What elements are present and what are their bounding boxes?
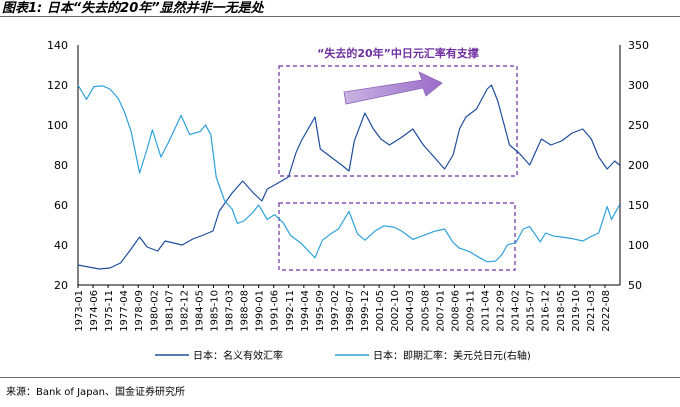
x-tick-label: 2016-12 <box>541 290 552 332</box>
legend-label: 日本：名义有效汇率 <box>193 349 283 362</box>
trend-arrow <box>343 71 443 105</box>
x-tick-label: 2011-04 <box>481 290 492 332</box>
y-right-tick-label: 100 <box>628 239 649 252</box>
top-rule <box>0 16 680 17</box>
x-tick-label: 1977-04 <box>119 290 130 332</box>
highlight-box-upper <box>278 65 518 177</box>
x-tick-label: 1978-09 <box>134 290 145 332</box>
figure-title: 图表1: 日本“失去的20年”显然并非一无是处 <box>2 1 264 16</box>
x-tick-label: 1992-11 <box>285 290 296 332</box>
x-tick-label: 2007-01 <box>435 290 446 332</box>
x-tick-label: 1985-10 <box>210 290 221 332</box>
x-tick-label: 1987-03 <box>225 290 236 332</box>
x-tick-label: 2002-10 <box>390 290 401 332</box>
x-tick-label: 1998-07 <box>345 290 356 332</box>
x-tick-label: 1974-06 <box>89 290 100 332</box>
x-tick-label: 2005-08 <box>420 290 431 332</box>
x-tick-label: 2019-10 <box>571 290 582 332</box>
y-left-tick-label: 140 <box>47 39 68 52</box>
bottom-rule <box>0 377 680 378</box>
source-note: 来源：Bank of Japan、国金证券研究所 <box>6 387 186 398</box>
y-left-tick-label: 20 <box>54 279 68 292</box>
y-left-tick-label: 40 <box>54 239 68 252</box>
x-tick-label: 1973-01 <box>74 290 85 332</box>
x-tick-label: 1981-07 <box>164 290 175 332</box>
y-left-tick-label: 80 <box>54 159 68 172</box>
x-tick-label: 2021-03 <box>586 290 597 332</box>
y-left-tick-label: 120 <box>47 79 68 92</box>
x-tick-label: 2018-05 <box>556 290 567 332</box>
x-tick-label: 1982-12 <box>179 290 190 332</box>
highlight-box-lower <box>278 202 516 271</box>
x-tick-label: 2014-02 <box>511 290 522 332</box>
series-line-usdjpy-spot <box>77 84 621 263</box>
x-tick-label: 1984-05 <box>194 290 205 332</box>
x-tick-label: 1997-02 <box>330 290 341 332</box>
y-right-tick-label: 200 <box>628 159 649 172</box>
series-line-nominal-effective-rate <box>77 84 620 270</box>
x-tick-label: 1994-04 <box>300 290 311 332</box>
x-tick-label: 2009-11 <box>465 290 476 332</box>
x-tick-label: 2004-03 <box>405 290 416 332</box>
legend-label: 日本：即期汇率：美元兑日元(右轴) <box>373 349 531 362</box>
y-right-tick-label: 250 <box>628 119 649 132</box>
y-left-tick-label: 60 <box>54 199 68 212</box>
x-tick-label: 1991-06 <box>270 290 281 332</box>
x-tick-label: 1980-02 <box>149 290 160 332</box>
x-tick-label: 2008-06 <box>450 290 461 332</box>
x-tick-label: 1999-12 <box>360 290 371 332</box>
x-tick-label: 2012-09 <box>496 290 507 332</box>
y-right-tick-label: 50 <box>628 279 642 292</box>
x-tick-label: 2015-07 <box>526 290 537 332</box>
annotation-label: “失去的20年”中日元汇率有支撑 <box>317 46 479 60</box>
x-tick-label: 1990-01 <box>255 290 266 332</box>
y-right-tick-label: 300 <box>628 79 649 92</box>
x-tick-label: 1995-09 <box>315 290 326 332</box>
y-right-tick-label: 150 <box>628 199 649 212</box>
x-tick-label: 2001-05 <box>375 290 386 332</box>
x-tick-label: 1988-08 <box>240 290 251 332</box>
y-left-tick-label: 100 <box>47 119 68 132</box>
x-tick-label: 2022-08 <box>601 290 612 332</box>
x-tick-label: 1975-11 <box>104 290 115 332</box>
y-right-tick-label: 350 <box>628 39 649 52</box>
